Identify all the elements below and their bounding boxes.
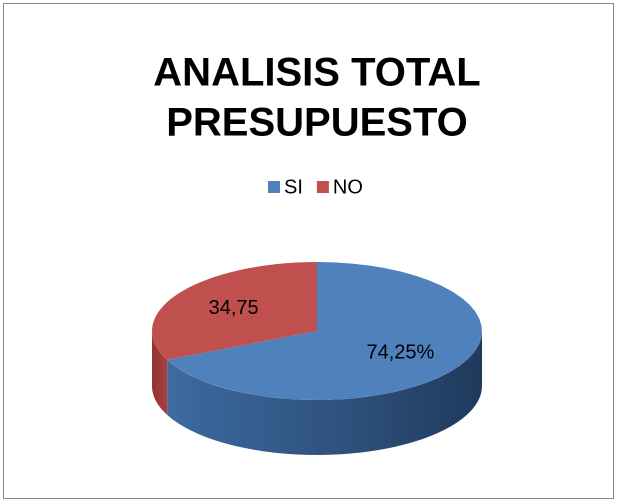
legend-label: SI: [284, 176, 303, 198]
slice-side: [167, 331, 482, 455]
slice: [167, 262, 482, 400]
slice-side: [152, 331, 168, 415]
legend-label: NO: [333, 176, 363, 198]
legend-swatch: [316, 181, 329, 193]
legend-swatch: [268, 181, 280, 193]
chart-title: PRESUPUESTO: [166, 101, 468, 145]
data-label: 34,75: [209, 297, 259, 319]
slice: [152, 262, 317, 360]
chart-title: ANALISIS TOTAL: [153, 51, 480, 95]
data-label: 74,25%: [366, 342, 434, 364]
